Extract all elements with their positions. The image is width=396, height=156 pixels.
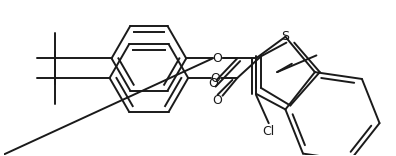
Text: O: O — [213, 52, 223, 65]
Text: Cl: Cl — [263, 124, 275, 138]
Text: O: O — [211, 71, 221, 85]
Text: S: S — [282, 30, 289, 43]
Text: O: O — [208, 77, 218, 90]
Text: O: O — [213, 94, 223, 107]
